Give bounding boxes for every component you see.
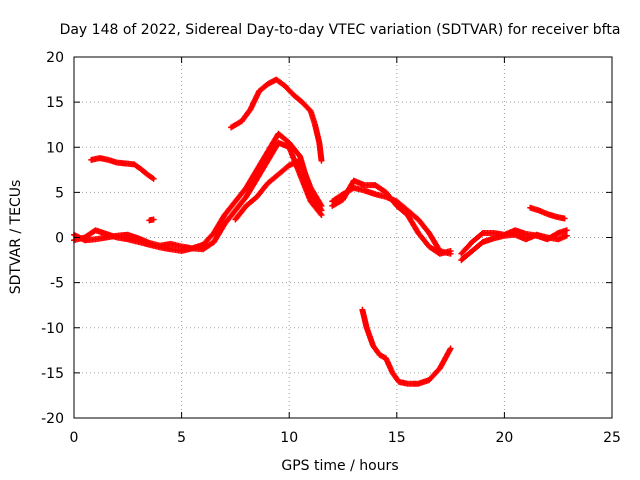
data-point <box>447 248 454 255</box>
y-tick-label: 5 <box>55 185 64 201</box>
series-track-2 <box>71 130 325 255</box>
series-track-11 <box>527 204 568 222</box>
chart-title: Day 148 of 2022, Sidereal Day-to-day VTE… <box>60 22 621 38</box>
y-axis-label: SDTVAR / TECUs <box>8 180 24 295</box>
data-point <box>150 175 157 182</box>
data-point <box>318 202 325 209</box>
series-track-5 <box>228 76 325 164</box>
axis-ticks: 0 5 10 15 20 25 -20 -15 -10 -5 0 5 10 15 20 <box>41 50 621 446</box>
y-tick-label: 15 <box>46 95 64 111</box>
x-tick-label: 15 <box>388 430 406 446</box>
y-tick-label: 20 <box>46 50 64 66</box>
x-tick-label: 0 <box>70 430 79 446</box>
series-track-4 <box>88 155 157 182</box>
data-point <box>563 232 570 239</box>
series-track-8 <box>329 177 454 257</box>
x-tick-label: 20 <box>495 430 513 446</box>
data-point <box>447 345 454 352</box>
series-track-6 <box>146 216 157 224</box>
y-tick-label: -5 <box>50 276 64 292</box>
y-tick-label: -15 <box>41 366 64 382</box>
series-track-12 <box>359 306 454 387</box>
y-tick-label: 0 <box>55 231 64 247</box>
x-axis-label: GPS time / hours <box>281 458 398 474</box>
series-track-10 <box>458 227 570 257</box>
y-tick-label: -10 <box>41 321 64 337</box>
data-point <box>563 227 570 234</box>
data-points <box>71 76 570 387</box>
data-point <box>561 215 568 222</box>
x-tick-label: 25 <box>603 430 621 446</box>
data-point <box>150 216 157 223</box>
x-tick-label: 5 <box>177 430 186 446</box>
x-tick-label: 10 <box>280 430 298 446</box>
y-tick-label: 10 <box>46 140 64 156</box>
series-track-3 <box>232 157 325 223</box>
y-tick-label: -20 <box>41 411 64 427</box>
data-point <box>318 157 325 164</box>
